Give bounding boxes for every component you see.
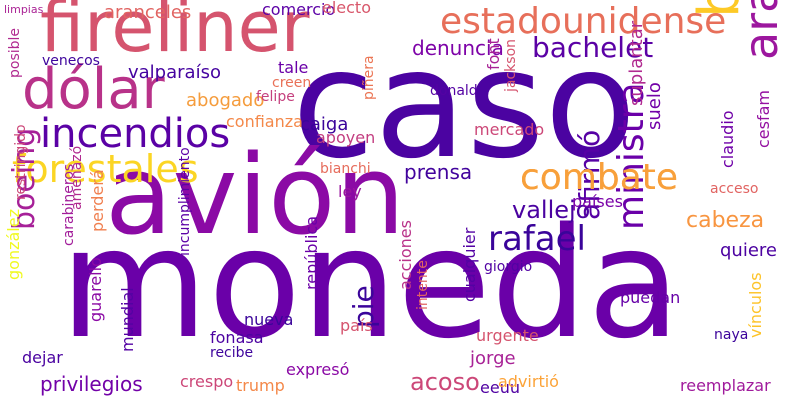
word: quiere [720, 240, 777, 261]
word: privilegios [40, 372, 143, 396]
word: jorge [470, 348, 516, 369]
word: país [340, 316, 373, 335]
word: reemplazar [680, 376, 771, 395]
word: rafael [488, 219, 586, 259]
word: acciones [396, 220, 415, 290]
word: bachelet [532, 31, 654, 64]
word: naya [714, 327, 749, 343]
word: incumplimiento [177, 147, 193, 256]
word: aranceles [104, 2, 192, 23]
word: restringido [13, 124, 29, 200]
word: trump [236, 376, 285, 395]
word: mercado [474, 120, 545, 139]
word: denuncia [412, 36, 504, 60]
word: caiga [300, 114, 349, 135]
word: urgente [476, 326, 539, 345]
word: crespo [180, 372, 234, 391]
word: limpias [4, 3, 44, 16]
word: moneda [60, 195, 681, 372]
word: jackson [503, 38, 519, 92]
word: electo [322, 0, 371, 17]
word: giorgio [484, 259, 533, 275]
word: apoyen [316, 128, 376, 147]
word: cabeza [686, 208, 765, 233]
word: guarello [86, 257, 105, 322]
word: prensa [404, 160, 473, 184]
word: nueva [244, 310, 294, 329]
word: cesfam [754, 90, 773, 148]
word: araneda [734, 0, 788, 60]
word: comercio [262, 0, 336, 19]
word: fireliner [40, 0, 310, 68]
word: suplantar [626, 20, 647, 106]
word: combate [520, 157, 679, 198]
word: piñera [361, 55, 377, 100]
word: mundial [118, 287, 137, 352]
word: incendios [40, 111, 231, 157]
word: dólar [22, 57, 165, 122]
word: dejar [22, 348, 63, 367]
word: acceso [710, 181, 759, 197]
word: fonasa [210, 328, 264, 347]
word: forestales [12, 147, 199, 191]
word: venecos [42, 53, 100, 69]
word: acoso [410, 368, 480, 396]
word: puedan [620, 288, 681, 307]
word: donald [430, 83, 478, 99]
word: expresó [286, 360, 350, 379]
word: font [484, 38, 503, 70]
word: intente [415, 260, 431, 310]
word: países [572, 192, 623, 211]
word: claudio [718, 110, 737, 168]
word: tale [278, 58, 309, 77]
word: caso [292, 18, 637, 192]
word: advirtió [498, 372, 559, 391]
word: creen [272, 75, 312, 91]
word: gonzález [4, 209, 23, 280]
word: combate [520, 157, 679, 198]
word: avión [105, 131, 406, 259]
word: vínculos [746, 272, 765, 338]
word: suelo [644, 82, 665, 130]
word: vallejo [512, 196, 591, 224]
word: ley [338, 182, 362, 201]
word: cualquier [460, 227, 479, 302]
word: valparaíso [128, 62, 221, 83]
word: perderá [88, 169, 107, 232]
word: eeuu [480, 378, 520, 397]
word: estadounidense [440, 1, 727, 42]
word: abogado [186, 90, 265, 111]
word: posible [7, 27, 23, 78]
word: bianchi [320, 161, 371, 177]
word: carabineros [61, 163, 77, 246]
word: república [302, 215, 321, 290]
word: confianza [226, 112, 303, 131]
word: recibe [210, 345, 254, 361]
word: felipe [256, 89, 295, 105]
